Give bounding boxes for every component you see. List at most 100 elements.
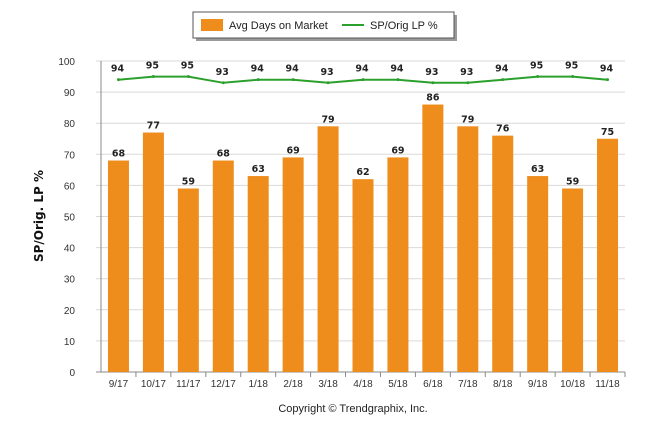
x-tick-labels: 9/17 10/17 11/17 12/17 1/18 2/18 3/18 4/18 5/18 6… [109, 379, 620, 390]
x-tick-label: 6/18 [423, 379, 443, 390]
line-data-label: 94 [251, 64, 265, 75]
line-point [151, 75, 155, 79]
line-data-label: 93 [460, 67, 473, 78]
legend-bar-label: Avg Days on Market [229, 20, 328, 32]
legend-bar-swatch [201, 19, 223, 31]
bar-data-label: 86 [426, 93, 440, 104]
x-tick-label: 9/17 [109, 379, 129, 390]
line-series [116, 75, 610, 85]
bar [422, 104, 444, 372]
line-point [606, 78, 610, 82]
copyright-text: Copyright © Trendgraphix, Inc. [278, 403, 427, 415]
line-point [186, 75, 190, 79]
line-point [431, 81, 435, 85]
x-tick-label: 5/18 [388, 379, 408, 390]
legend-box [192, 11, 455, 39]
y-tick-labels: 0 10 20 30 40 50 60 70 80 90 100 [58, 57, 75, 379]
line-data-labels: 94 95 95 93 94 94 93 94 94 93 93 94 95 95 94 [111, 61, 614, 78]
bar [282, 157, 304, 372]
x-tick-label: 9/18 [528, 379, 548, 390]
x-tick-label: 10/17 [141, 379, 166, 390]
line-data-label: 94 [286, 64, 300, 75]
x-tick-label: 4/18 [353, 379, 373, 390]
line-point [536, 75, 540, 79]
line-point [361, 78, 365, 82]
line-data-label: 93 [216, 67, 229, 78]
line-point [256, 78, 260, 82]
bar-data-label: 79 [461, 114, 474, 125]
y-tick-label: 50 [64, 213, 76, 224]
line-point [396, 78, 400, 82]
line-data-label: 93 [320, 67, 333, 78]
legend-line-label: SP/Orig LP % [370, 20, 438, 32]
bar [527, 176, 549, 372]
bar-data-label: 77 [147, 121, 160, 132]
line-point [571, 75, 575, 79]
x-tick-label: 11/17 [176, 379, 201, 390]
y-tick-label: 40 [64, 244, 76, 255]
bar-data-label: 63 [531, 164, 544, 175]
line-point [291, 78, 295, 82]
y-tick-label: 20 [64, 306, 76, 317]
bar-data-label: 69 [391, 145, 404, 156]
bar-data-label: 76 [496, 124, 510, 135]
bar-data-label: 59 [182, 177, 195, 188]
x-tick-label: 10/18 [560, 379, 585, 390]
axes [100, 61, 626, 377]
x-tick-label: 8/18 [493, 379, 513, 390]
bar-data-labels: 68 77 59 68 63 69 79 62 69 86 79 76 63 59 75 [112, 93, 614, 188]
legend: Avg Days on Market SP/Orig LP % [192, 11, 457, 41]
y-tick-label: 80 [64, 119, 76, 130]
y-tick-label: 100 [58, 57, 75, 68]
bar [317, 126, 339, 372]
line-point [466, 81, 470, 85]
y-tick-label: 0 [69, 368, 75, 379]
bar [212, 160, 234, 372]
x-tick-label: 1/18 [248, 379, 268, 390]
line-point [116, 78, 120, 82]
x-tick-label: 12/17 [211, 379, 236, 390]
x-tick-label: 3/18 [318, 379, 338, 390]
bar [142, 132, 164, 372]
bar [457, 126, 479, 372]
line-data-label: 95 [181, 61, 194, 72]
x-tick-label: 2/18 [283, 379, 303, 390]
x-tick-label: 11/18 [595, 379, 620, 390]
y-tick-label: 70 [64, 150, 76, 161]
x-tick-label: 7/18 [458, 379, 478, 390]
y-tick-label: 90 [64, 88, 76, 99]
y-tick-label: 30 [64, 275, 76, 286]
bar-data-label: 69 [287, 145, 300, 156]
bar-data-label: 68 [112, 149, 126, 160]
bar-data-label: 75 [601, 127, 614, 138]
bar [492, 135, 514, 372]
bar-data-label: 63 [252, 164, 265, 175]
bar-series [107, 104, 619, 372]
line-point [221, 81, 225, 85]
bar [597, 138, 619, 372]
line-data-label: 94 [600, 64, 614, 75]
line-data-label: 94 [355, 64, 369, 75]
bar [107, 160, 129, 372]
line-data-label: 94 [390, 64, 404, 75]
y-tick-label: 10 [64, 337, 76, 348]
line-point [501, 78, 505, 82]
bar-data-label: 59 [566, 177, 579, 188]
y-axis-title: SP/Orig. LP % [32, 170, 46, 262]
bar [177, 188, 199, 372]
line-data-label: 95 [565, 61, 578, 72]
bar [352, 179, 374, 372]
bar-data-label: 68 [217, 149, 231, 160]
bar [387, 157, 409, 372]
line-data-label: 93 [425, 67, 438, 78]
line-data-label: 95 [146, 61, 159, 72]
bar [562, 188, 584, 372]
line-point [326, 81, 330, 85]
bar [247, 176, 269, 372]
line-data-label: 94 [111, 64, 125, 75]
line-data-label: 95 [530, 61, 543, 72]
line-data-label: 94 [495, 64, 509, 75]
y-tick-label: 60 [64, 181, 76, 192]
bar-data-label: 62 [356, 167, 369, 178]
